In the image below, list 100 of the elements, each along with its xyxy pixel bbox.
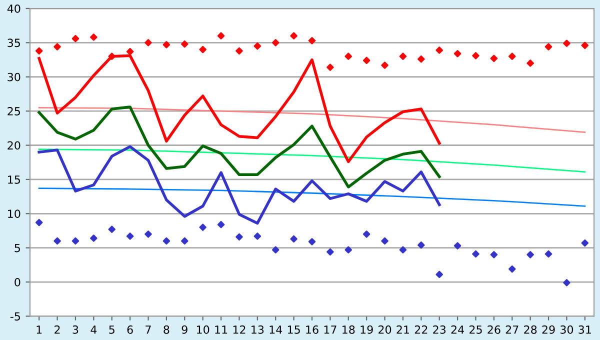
point (526, 251, 534, 258)
x-tick-label: 11 (215, 326, 228, 334)
point (54, 43, 61, 50)
point (272, 39, 280, 46)
line-series (38, 148, 586, 173)
point (490, 54, 498, 62)
point (35, 218, 43, 226)
point (381, 237, 388, 245)
x-tick-label: 28 (524, 325, 537, 334)
point (344, 246, 352, 254)
point (254, 42, 262, 50)
line-series (38, 106, 586, 133)
point (144, 230, 152, 238)
y-tick-label: 35 (8, 38, 20, 48)
x-tick-label: 24 (451, 325, 464, 334)
point (381, 62, 388, 69)
point (308, 238, 316, 246)
x-tick-label: 27 (506, 325, 518, 334)
point (362, 230, 370, 238)
y-tick-label: 25 (8, 107, 20, 116)
point (181, 237, 188, 245)
x-tick-label: 20 (378, 325, 392, 334)
point (508, 265, 516, 273)
point (563, 279, 570, 286)
line-series (38, 145, 441, 225)
point (236, 233, 243, 241)
y-tick-label: 20 (8, 141, 20, 150)
point (108, 52, 116, 60)
point (581, 42, 589, 50)
x-tick-label: 21 (396, 325, 410, 334)
y-tick-label: 40 (7, 4, 20, 13)
point (35, 47, 43, 55)
y-tick-label: -5 (10, 312, 20, 321)
point (90, 234, 98, 242)
x-tick-label: 10 (196, 325, 210, 334)
x-tick-label: 2 (54, 325, 60, 334)
point (326, 248, 334, 256)
x-tick-label: 15 (288, 326, 300, 334)
y-tick-label: 10 (8, 210, 20, 218)
point (563, 40, 570, 48)
point (472, 250, 480, 258)
x-tick-label: 13 (252, 325, 264, 334)
point (344, 52, 352, 60)
point (544, 43, 552, 50)
point (236, 47, 243, 55)
x-tick-label: 26 (488, 325, 500, 334)
point (162, 237, 170, 245)
x-tick-label: 1 (36, 326, 42, 334)
x-tick-label: 18 (342, 325, 355, 334)
point (436, 270, 443, 278)
line-series (38, 106, 441, 188)
x-tick-label: 31 (578, 325, 591, 334)
x-tick-label: 17 (324, 326, 336, 334)
point (544, 250, 552, 258)
point (272, 246, 280, 254)
point (508, 52, 516, 60)
point (290, 32, 298, 40)
x-tick-label: 4 (90, 326, 97, 334)
point (217, 220, 225, 228)
point (90, 34, 98, 41)
point (418, 241, 425, 249)
point (418, 55, 425, 63)
line-series (38, 188, 586, 207)
x-tick-label: 9 (182, 325, 188, 334)
x-tick-label: 8 (164, 325, 170, 334)
x-tick-label: 14 (270, 326, 282, 334)
point (199, 224, 206, 231)
point (108, 226, 116, 233)
point (490, 251, 498, 258)
y-tick-label: 5 (14, 244, 20, 252)
x-tick-label: 5 (109, 326, 114, 334)
point (162, 41, 170, 48)
point (199, 46, 206, 54)
point (362, 56, 370, 64)
point (472, 52, 480, 60)
point (581, 239, 589, 247)
y-tick-label: 0 (14, 278, 20, 286)
point (54, 237, 61, 245)
point (144, 39, 152, 46)
point (72, 237, 80, 245)
x-tick-label: 25 (469, 325, 482, 334)
x-tick-label: 16 (306, 325, 318, 334)
x-tick-label: 30 (560, 325, 574, 334)
point (290, 235, 298, 243)
point (454, 50, 462, 58)
point (181, 40, 188, 48)
point (436, 46, 443, 54)
point (126, 48, 134, 56)
y-tick-label: 30 (8, 72, 20, 82)
y-tick-label: 15 (8, 176, 20, 184)
x-tick-label: 22 (414, 325, 428, 334)
point (526, 60, 534, 67)
x-tick-label: 12 (233, 325, 246, 334)
point (254, 232, 262, 240)
point (72, 34, 80, 42)
point (399, 246, 407, 254)
x-tick-label: 6 (127, 325, 133, 334)
x-tick-label: 29 (542, 325, 555, 334)
point (126, 232, 134, 240)
x-tick-label: 7 (146, 326, 151, 334)
